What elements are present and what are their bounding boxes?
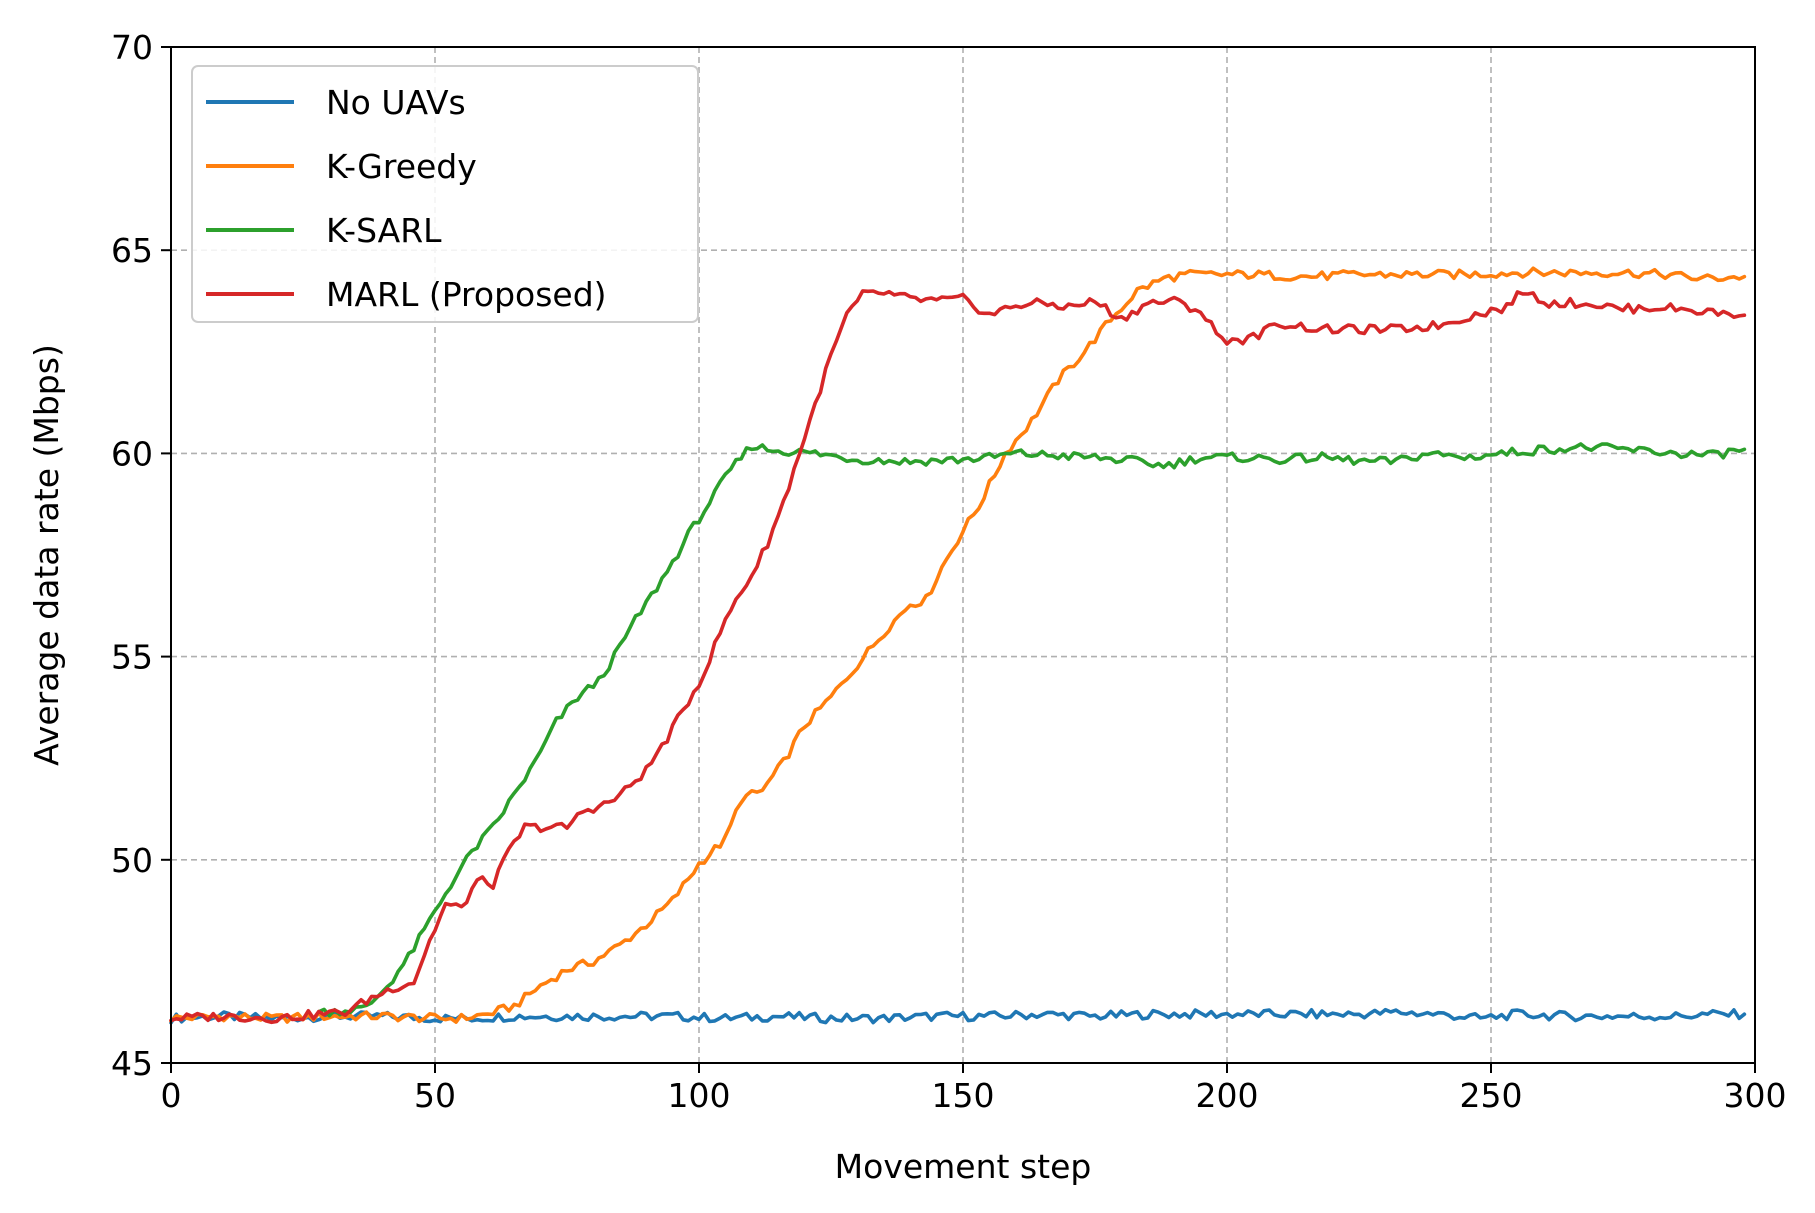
series-layer [169, 266, 1747, 1025]
ticks-layer: 0 50 100 150 200 250 300 45 50 55 60 65 70 [111, 28, 1787, 1115]
x-tick-label: 50 [414, 1076, 456, 1115]
x-tick-label: 300 [1724, 1076, 1787, 1115]
x-tick-label: 0 [161, 1076, 182, 1115]
x-tick-label: 150 [932, 1076, 995, 1115]
series-line-k-greedy [169, 266, 1747, 1024]
legend-box [191, 65, 699, 323]
y-tick-label: 50 [111, 841, 153, 880]
y-tick-label: 60 [111, 434, 153, 473]
series-line-marl-proposed [169, 289, 1747, 1025]
legend: No UAVs K-Greedy K-SARL MARL (Proposed) [191, 65, 699, 323]
legend-label-marl-proposed: MARL (Proposed) [326, 275, 607, 314]
legend-label-no-uavs: No UAVs [326, 83, 466, 122]
x-axis-label: Movement step [835, 1147, 1092, 1186]
legend-label-k-sarl: K-SARL [326, 211, 442, 250]
x-tick-label: 250 [1460, 1076, 1523, 1115]
y-tick-label: 55 [111, 638, 153, 677]
x-tick-label: 100 [668, 1076, 731, 1115]
y-axis-label: Average data rate (Mbps) [27, 344, 66, 766]
series-line-k-sarl [317, 442, 1747, 1018]
x-tick-label: 200 [1196, 1076, 1259, 1115]
y-tick-label: 70 [111, 28, 153, 67]
y-tick-label: 45 [111, 1044, 153, 1083]
y-tick-label: 65 [111, 231, 153, 270]
legend-label-k-greedy: K-Greedy [326, 147, 477, 186]
series-line-no-uavs [169, 1007, 1747, 1025]
